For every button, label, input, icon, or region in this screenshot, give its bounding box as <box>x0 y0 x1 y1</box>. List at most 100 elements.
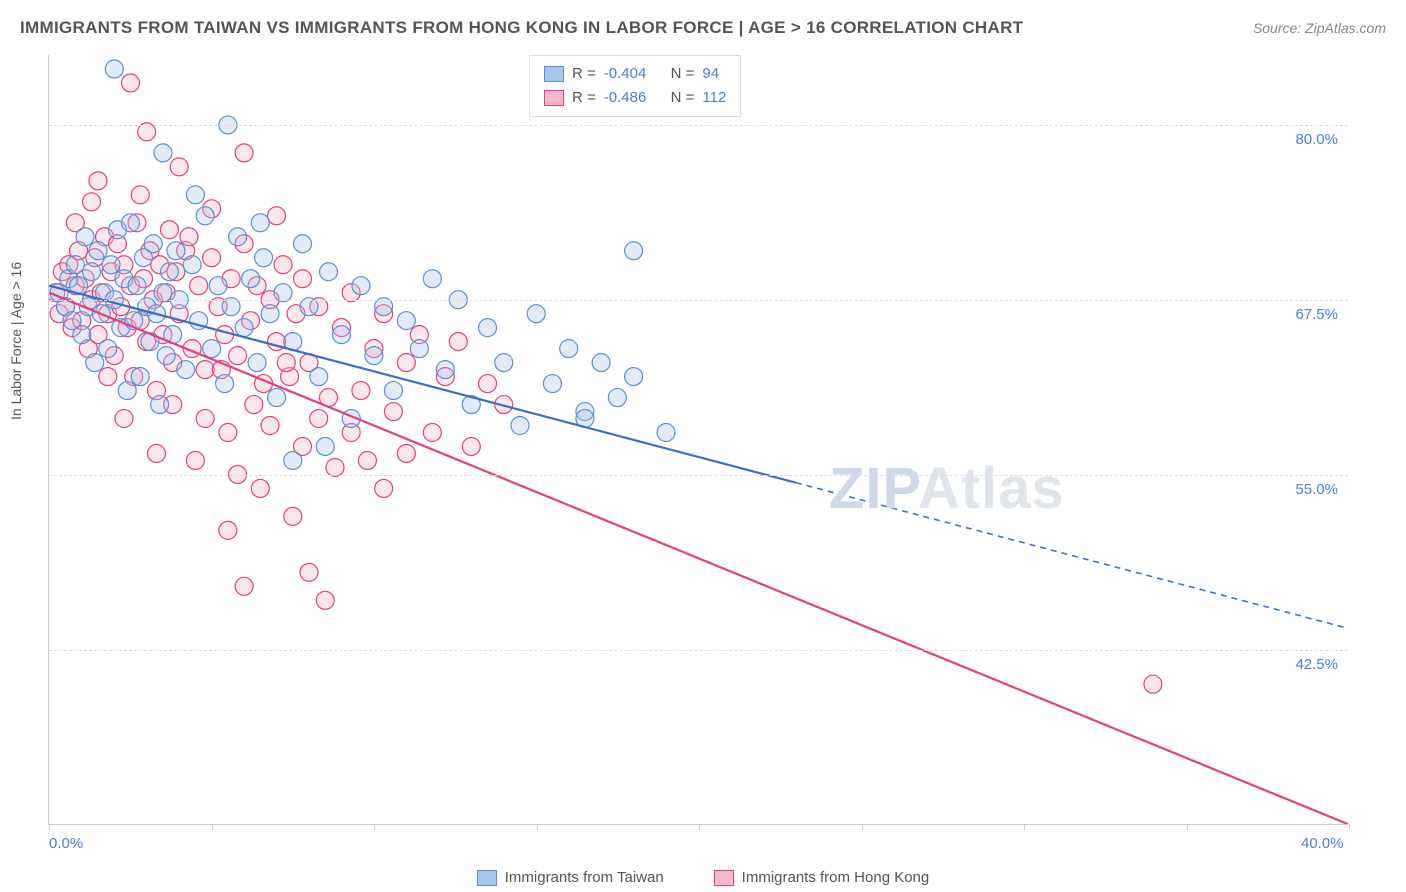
source-attribution: Source: ZipAtlas.com <box>1253 20 1386 36</box>
data-point <box>128 277 146 295</box>
x-tick-mark <box>212 824 213 830</box>
data-point <box>99 340 117 358</box>
data-point <box>89 242 107 260</box>
watermark-zip: ZIP <box>829 456 918 521</box>
data-point <box>157 347 175 365</box>
data-point <box>560 340 578 358</box>
data-point <box>235 319 253 337</box>
r-label: R = <box>572 86 596 110</box>
x-tick-mark <box>699 824 700 830</box>
x-tick-mark <box>537 824 538 830</box>
data-point <box>151 396 169 414</box>
y-tick-label: 80.0% <box>1295 131 1338 148</box>
data-point <box>423 270 441 288</box>
data-point <box>105 60 123 78</box>
data-point <box>608 389 626 407</box>
data-point <box>73 326 91 344</box>
data-point <box>449 333 467 351</box>
x-tick-mark <box>374 824 375 830</box>
data-point <box>229 228 247 246</box>
n-value-taiwan: 94 <box>702 62 719 86</box>
legend-item-taiwan: Immigrants from Taiwan <box>477 869 664 886</box>
data-point <box>147 444 165 462</box>
data-point <box>277 354 295 372</box>
legend-item-hongkong: Immigrants from Hong Kong <box>714 869 930 886</box>
y-axis-label: In Labor Force | Age > 16 <box>8 262 24 420</box>
chart-title: IMMIGRANTS FROM TAIWAN VS IMMIGRANTS FRO… <box>20 18 1023 38</box>
data-point <box>209 277 227 295</box>
data-point <box>625 368 643 386</box>
n-label: N = <box>671 86 695 110</box>
r-label: R = <box>572 62 596 86</box>
data-point <box>625 242 643 260</box>
data-point <box>115 410 133 428</box>
data-point <box>196 207 214 225</box>
data-point <box>397 312 415 330</box>
data-point <box>83 193 101 211</box>
data-point <box>1144 675 1162 693</box>
data-point <box>242 270 260 288</box>
data-point <box>251 479 269 497</box>
chart-svg <box>49 55 1348 824</box>
data-point <box>352 382 370 400</box>
x-tick-label: 40.0% <box>1301 835 1344 852</box>
data-point <box>131 186 149 204</box>
data-point <box>248 354 266 372</box>
x-tick-mark <box>49 824 50 830</box>
x-tick-mark <box>862 824 863 830</box>
gridline <box>49 125 1348 126</box>
data-point <box>83 263 101 281</box>
data-point <box>495 354 513 372</box>
data-point <box>511 417 529 435</box>
watermark-atlas: Atlas <box>918 456 1065 521</box>
data-point <box>527 305 545 323</box>
data-point <box>352 277 370 295</box>
watermark: ZIPAtlas <box>829 455 1065 522</box>
x-tick-mark <box>1024 824 1025 830</box>
data-point <box>203 340 221 358</box>
chart-plot-area: ZIPAtlas R = -0.404 N = 94 R = -0.486 N … <box>48 55 1348 825</box>
data-point <box>186 451 204 469</box>
r-value-taiwan: -0.404 <box>604 62 647 86</box>
data-point <box>160 221 178 239</box>
data-point <box>154 284 172 302</box>
data-point <box>118 382 136 400</box>
swatch-hongkong <box>544 90 564 106</box>
data-point <box>183 256 201 274</box>
data-point <box>86 354 104 372</box>
data-point <box>186 186 204 204</box>
data-point <box>131 368 149 386</box>
regression-line <box>49 293 1347 824</box>
gridline <box>49 300 1348 301</box>
data-point <box>436 361 454 379</box>
data-point <box>251 214 269 232</box>
data-point <box>196 410 214 428</box>
legend-label-hongkong: Immigrants from Hong Kong <box>742 869 930 886</box>
data-point <box>316 591 334 609</box>
legend-row-hongkong: R = -0.486 N = 112 <box>544 86 726 110</box>
data-point <box>358 451 376 469</box>
gridline <box>49 650 1348 651</box>
data-point <box>326 458 344 476</box>
data-point <box>375 479 393 497</box>
legend-label-taiwan: Immigrants from Taiwan <box>505 869 664 886</box>
x-tick-mark <box>1187 824 1188 830</box>
data-point <box>180 228 198 246</box>
data-point <box>102 256 120 274</box>
data-point <box>76 228 94 246</box>
data-point <box>300 563 318 581</box>
data-point <box>66 256 84 274</box>
data-point <box>284 451 302 469</box>
data-point <box>167 242 185 260</box>
legend-row-taiwan: R = -0.404 N = 94 <box>544 62 726 86</box>
data-point <box>284 507 302 525</box>
data-point <box>423 424 441 442</box>
x-tick-mark <box>1349 824 1350 830</box>
data-point <box>274 284 292 302</box>
y-tick-label: 67.5% <box>1295 306 1338 323</box>
header: IMMIGRANTS FROM TAIWAN VS IMMIGRANTS FRO… <box>20 18 1386 38</box>
data-point <box>384 403 402 421</box>
data-point <box>229 347 247 365</box>
data-point <box>462 438 480 456</box>
data-point <box>268 207 286 225</box>
